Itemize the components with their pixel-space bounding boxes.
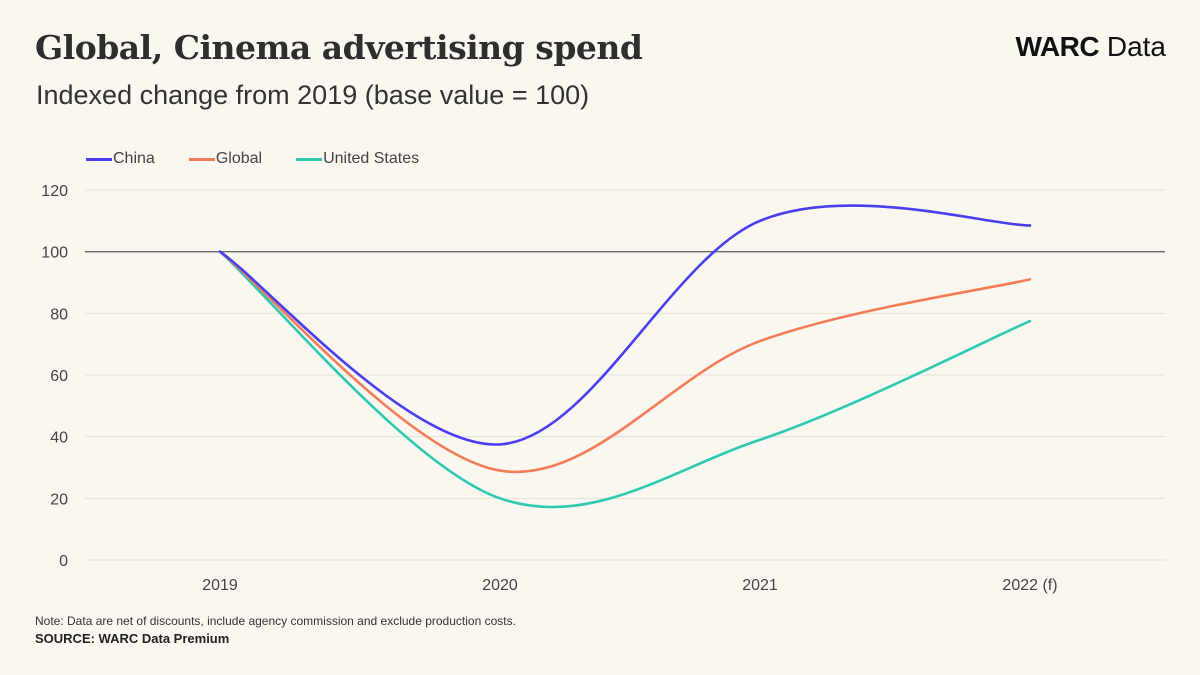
series-lines bbox=[218, 204, 1032, 509]
x-tick-label-2: 2021 bbox=[742, 577, 778, 594]
y-tick-label-0: 0 bbox=[59, 553, 68, 570]
x-tick-label-3: 2022 (f) bbox=[1002, 577, 1057, 594]
chart-subtitle: Indexed change from 2019 (base value = 1… bbox=[36, 80, 590, 110]
y-tick-label-40: 40 bbox=[50, 430, 68, 447]
y-tick-label-100: 100 bbox=[41, 245, 68, 262]
x-axis-ticks: 2019 2020 2021 2022 (f) bbox=[202, 577, 1057, 594]
y-tick-label-120: 120 bbox=[41, 183, 68, 200]
series-line-united-states bbox=[218, 250, 1032, 509]
brand-logo-strong: WARC bbox=[1015, 31, 1100, 62]
footnote: Note: Data are net of discounts, include… bbox=[35, 614, 516, 628]
brand-logo: WARC Data bbox=[1016, 31, 1166, 63]
y-tick-label-60: 60 bbox=[50, 368, 68, 385]
y-tick-label-80: 80 bbox=[50, 306, 68, 323]
legend-swatch-united-states bbox=[296, 157, 323, 161]
y-tick-label-20: 20 bbox=[50, 491, 68, 508]
chart-title: Global, Cinema advertising spend bbox=[35, 28, 643, 67]
legend-swatch-china bbox=[86, 157, 112, 161]
y-axis-ticks: 0 20 40 60 80 100 120 bbox=[41, 183, 68, 570]
legend-item-global[interactable]: Global bbox=[188, 150, 263, 168]
grid-lines bbox=[85, 189, 1165, 561]
legend-swatch-global bbox=[188, 157, 215, 161]
legend-label-global: Global bbox=[215, 150, 263, 167]
legend-item-united-states[interactable]: United States bbox=[296, 150, 419, 168]
brand-logo-light: Data bbox=[1106, 31, 1166, 62]
x-tick-label-0: 2019 bbox=[202, 577, 238, 594]
legend-label-united-states: United States bbox=[323, 150, 420, 167]
legend-item-china[interactable]: China bbox=[86, 150, 155, 168]
x-tick-label-1: 2020 bbox=[482, 577, 518, 594]
series-line-global bbox=[218, 250, 1032, 474]
source-credit: SOURCE: WARC Data Premium bbox=[35, 631, 230, 646]
legend-label-china: China bbox=[113, 150, 155, 167]
series-line-china bbox=[218, 204, 1032, 446]
chart-legend: China Global United States bbox=[86, 150, 419, 168]
